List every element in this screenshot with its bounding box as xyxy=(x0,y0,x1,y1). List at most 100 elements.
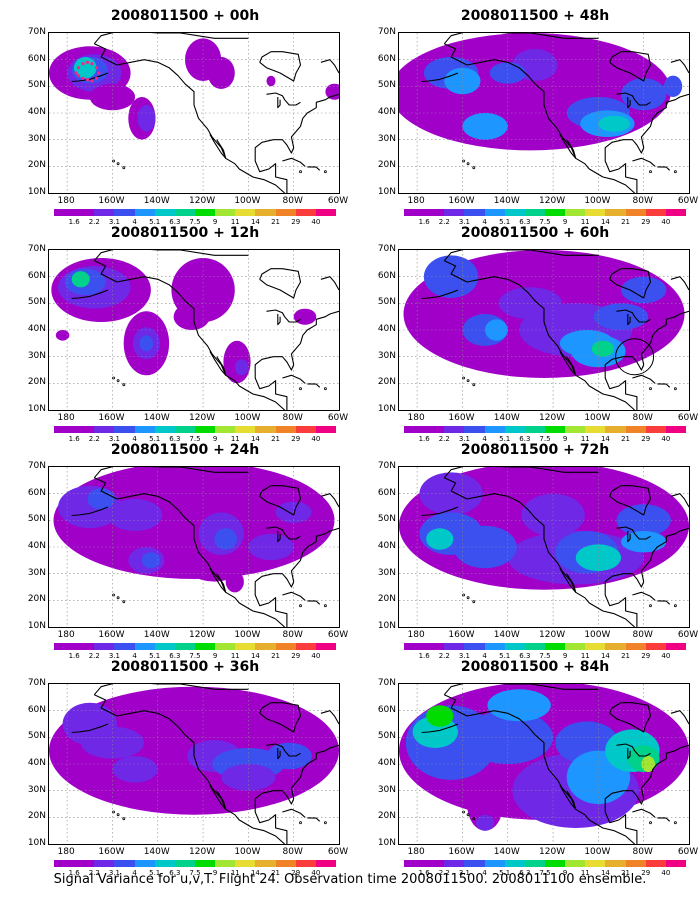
longitude-label: 160W xyxy=(448,413,475,423)
coastline xyxy=(632,591,656,601)
coastlines xyxy=(71,467,339,627)
coastlines xyxy=(421,33,689,193)
colorbar-segment xyxy=(524,209,545,216)
coastline xyxy=(670,59,689,74)
colorbar-label: 3.1 xyxy=(458,218,470,226)
latitude-label: 60N xyxy=(27,270,46,281)
coastline xyxy=(559,351,577,376)
colorbar-segment xyxy=(215,860,236,867)
observation-marker xyxy=(95,66,99,70)
colorbar-label: 1.6 xyxy=(68,218,80,226)
colorbar-segment xyxy=(154,426,175,433)
longitude-label: 140W xyxy=(493,413,520,423)
colorbar-label: 3.1 xyxy=(108,218,120,226)
coastline xyxy=(616,526,651,540)
colorbar-segment xyxy=(404,426,425,433)
colorbar-segment xyxy=(134,209,155,216)
coastline xyxy=(209,351,227,376)
latitude-label: 50N xyxy=(377,514,396,525)
coastline xyxy=(632,157,656,167)
coastline xyxy=(627,748,631,760)
colorbar-segment xyxy=(134,426,155,433)
island xyxy=(116,813,120,817)
colorbar-label: 40 xyxy=(661,435,671,443)
colorbar-segment xyxy=(114,643,135,650)
longitude-label: 120W xyxy=(189,413,216,423)
colorbar-segment xyxy=(565,426,586,433)
latitude-label: 60N xyxy=(377,704,396,715)
colorbar-label: 4 xyxy=(482,435,487,443)
island xyxy=(673,821,677,825)
colorbar-label: 40 xyxy=(661,869,671,877)
colorbar-segment xyxy=(315,860,336,867)
longitude-label: 160W xyxy=(98,196,125,206)
latitude-label: 10N xyxy=(377,187,396,197)
colorbar-label: 4 xyxy=(132,435,137,443)
colorbar-label: 40 xyxy=(661,652,671,660)
longitude-label: 140W xyxy=(143,847,170,857)
map-area xyxy=(48,683,340,845)
colorbar-segment xyxy=(484,426,505,433)
colorbar-label: 5.1 xyxy=(499,652,511,660)
colorbar-segment xyxy=(74,643,95,650)
colorbar-label: 6.3 xyxy=(519,435,531,443)
panel-title: 2008011500 + 48h xyxy=(460,8,610,24)
longitude-label: 180 xyxy=(57,196,75,206)
longitude-label: 100W xyxy=(234,196,261,206)
colorbar-label: 14 xyxy=(600,652,610,660)
colorbar-segment xyxy=(605,643,626,650)
island xyxy=(299,604,302,608)
colorbar-label: 1.6 xyxy=(68,869,80,877)
colorbar-label: 21 xyxy=(271,435,281,443)
latitude-label: 20N xyxy=(27,160,46,171)
coastline xyxy=(259,485,302,516)
coastlines xyxy=(421,684,689,844)
colorbar-label: 11 xyxy=(580,218,590,226)
longitude-label: 60W xyxy=(677,847,699,857)
coastline xyxy=(254,527,339,627)
colorbar-label: 9 xyxy=(212,435,218,443)
latitude-label: 20N xyxy=(377,811,396,822)
observation-marker xyxy=(81,76,85,80)
island xyxy=(122,817,126,821)
island xyxy=(112,810,115,814)
variance-map xyxy=(49,684,339,844)
colorbar-label: 1.6 xyxy=(68,652,80,660)
colorbar-segment xyxy=(255,426,276,433)
variance-map xyxy=(49,250,339,410)
coastline xyxy=(444,694,635,844)
colorbar-label: 6.3 xyxy=(169,218,181,226)
colorbar-label: 6.3 xyxy=(519,652,531,660)
colorbar-label: 40 xyxy=(311,435,321,443)
latitude-label: 70N xyxy=(377,461,396,471)
colorbar-segment xyxy=(194,209,216,216)
coastline xyxy=(559,134,577,159)
longitude-label: 80W xyxy=(632,630,653,640)
colorbar-label: 29 xyxy=(641,652,651,660)
coastline xyxy=(657,383,671,388)
island xyxy=(472,383,476,387)
observation-marker xyxy=(81,62,85,66)
latitude-label: 40N xyxy=(377,107,396,117)
colorbar-label: 11 xyxy=(580,652,590,660)
colorbar-label: 1.6 xyxy=(418,435,430,443)
longitude-label: 100W xyxy=(234,630,261,640)
colorbar-label: 29 xyxy=(641,218,651,226)
longitude-label: 60W xyxy=(677,413,699,423)
longitude-label: 160W xyxy=(98,413,125,423)
coastline xyxy=(443,467,599,479)
colorbar-segment xyxy=(154,209,175,216)
island xyxy=(122,166,126,170)
variance-map xyxy=(399,467,689,627)
panel-title: 2008011500 + 00h xyxy=(110,8,260,24)
colorbar-label: 9 xyxy=(212,652,218,660)
colorbar-segment xyxy=(275,860,296,867)
variance-contour xyxy=(121,782,149,799)
colorbar-segment xyxy=(94,209,115,216)
longitude-label: 100W xyxy=(584,196,611,206)
colorbar-label: 2.2 xyxy=(88,869,100,877)
colorbar-segment xyxy=(315,426,336,433)
colorbar-segment xyxy=(174,860,195,867)
island xyxy=(122,600,126,604)
colorbar-label: 5.1 xyxy=(149,652,161,660)
